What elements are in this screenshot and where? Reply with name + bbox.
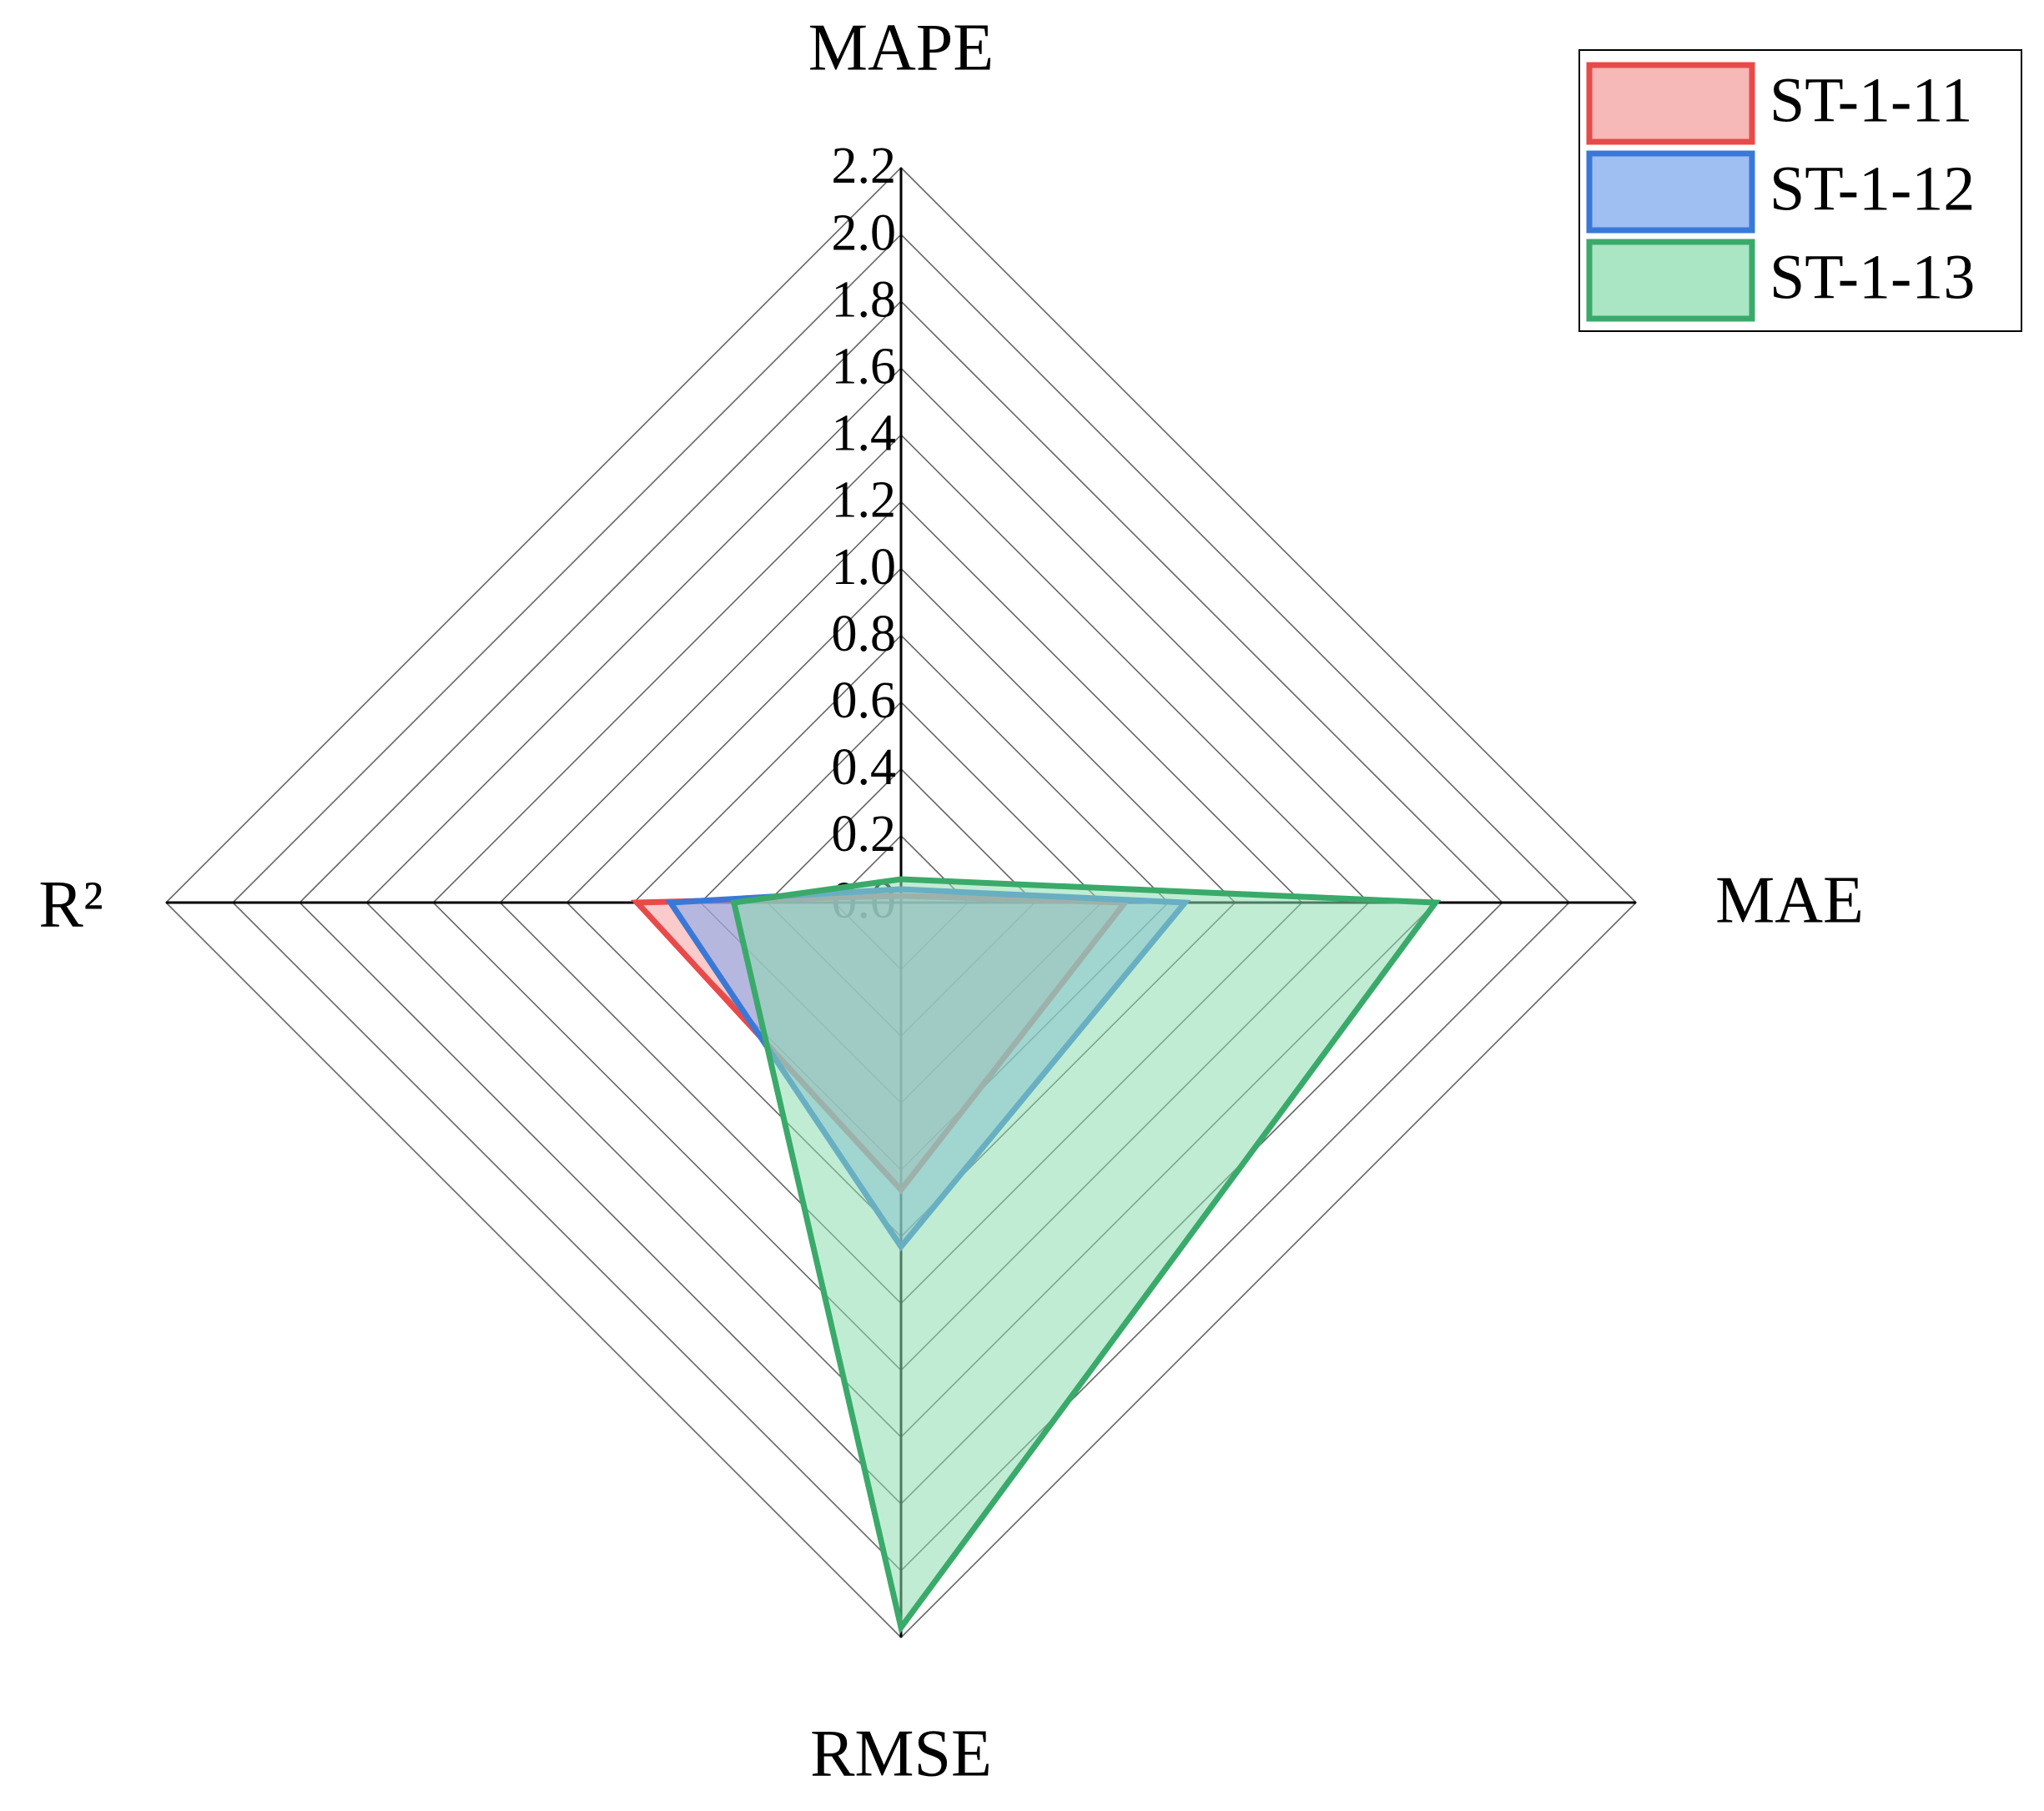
tick-label: 0.4 (832, 739, 897, 796)
tick-label: 1.2 (832, 472, 897, 529)
tick-label: 0.2 (832, 806, 897, 863)
tick-label: 1.6 (832, 339, 897, 395)
series-area (730, 876, 1442, 1635)
legend-label: ST-1-13 (1770, 242, 1975, 312)
axis-label: MAPE (808, 11, 994, 84)
tick-label: 2.2 (832, 138, 897, 194)
tick-label: 2.0 (832, 204, 897, 261)
legend-swatch (1586, 62, 1755, 145)
axis-label: R² (38, 868, 103, 941)
tick-label: 1.0 (832, 539, 897, 596)
legend-label: ST-1-12 (1770, 153, 1975, 224)
legend-swatch (1586, 150, 1755, 234)
tick-label: 0.8 (832, 606, 897, 662)
tick-label: 1.8 (832, 271, 897, 328)
axis-label: MAE (1715, 863, 1864, 937)
tick-label: 0.6 (832, 672, 897, 729)
axis-label: RMSE (810, 1717, 992, 1790)
tick-label: 1.4 (832, 405, 897, 462)
legend-label: ST-1-11 (1770, 65, 1973, 135)
legend-swatch (1586, 239, 1755, 322)
